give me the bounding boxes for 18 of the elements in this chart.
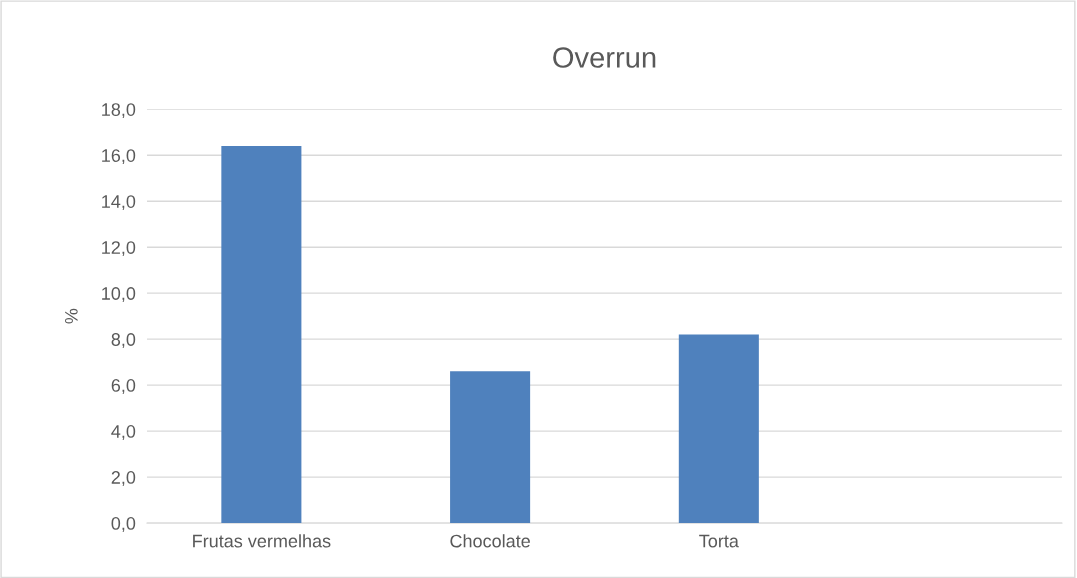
y-tick-label: 14,0 [102, 195, 136, 211]
y-tick-label: 16,0 [102, 149, 136, 165]
y-tick-label: 4,0 [111, 425, 136, 440]
x-tick-label: Frutas vermelhas [193, 534, 331, 548]
y-tick-label: 10,0 [102, 287, 136, 303]
y-tick-label: 6,0 [111, 379, 136, 394]
x-tick-label: Torta [699, 534, 739, 548]
y-tick-label: 8,0 [111, 333, 136, 349]
y-tick-label: 2,0 [111, 471, 136, 486]
y-tick-label: 0,0 [111, 517, 136, 532]
y-tick-label: 12,0 [102, 241, 136, 257]
y-tick-label: 18,0 [102, 103, 136, 119]
bar [678, 334, 759, 524]
chart-title: Overrun [553, 47, 656, 68]
bar [450, 371, 531, 524]
bar [221, 146, 302, 524]
x-tick-label: Chocolate [450, 534, 530, 548]
y-axis-title: % [65, 308, 78, 324]
